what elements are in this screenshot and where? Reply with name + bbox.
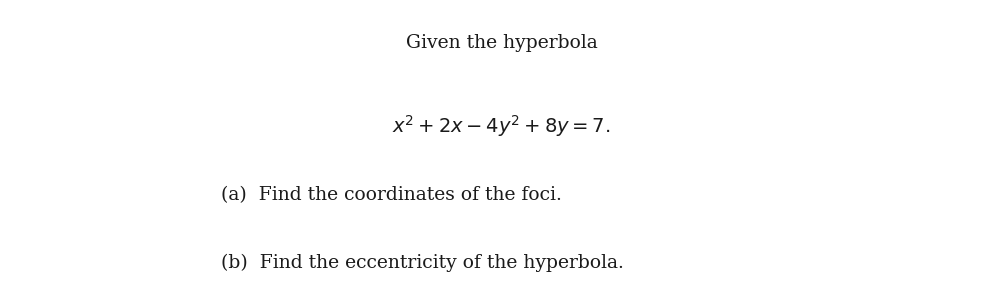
Text: (a)  Find the coordinates of the foci.: (a) Find the coordinates of the foci. bbox=[220, 186, 561, 204]
Text: Given the hyperbola: Given the hyperbola bbox=[405, 34, 597, 52]
Text: $x^2 + 2x - 4y^2 + 8y = 7.$: $x^2 + 2x - 4y^2 + 8y = 7.$ bbox=[392, 113, 610, 139]
Text: (b)  Find the eccentricity of the hyperbola.: (b) Find the eccentricity of the hyperbo… bbox=[220, 254, 623, 272]
